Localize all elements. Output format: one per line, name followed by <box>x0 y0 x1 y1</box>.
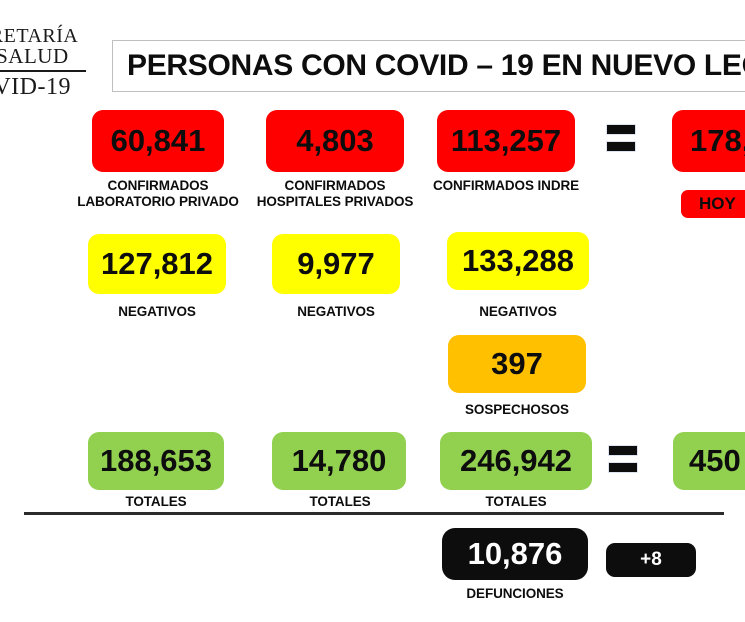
total-indre-value: 246,942 <box>459 443 573 478</box>
confirmed-total-hoy-label: HOY <box>699 194 736 213</box>
confirmed-hospitales-privados-caption-line2: HOSPITALES PRIVADOS <box>256 194 414 210</box>
logo-line-secretaria: SECRETARÍA <box>0 25 79 47</box>
grand-total-value-pill: 450 <box>673 432 745 490</box>
confirmed-total-value-pill: 178, <box>672 110 745 172</box>
negative-indre-value-pill: 133,288 <box>447 232 589 290</box>
suspect-value-pill: 397 <box>448 335 586 393</box>
logo-line-de-salud: DE SALUD <box>0 44 69 69</box>
negative-indre-caption-line1: NEGATIVOS <box>479 304 557 319</box>
total-hospitales-privados-caption-line1: TOTALES <box>309 494 371 509</box>
total-indre-caption-line1: TOTALES <box>485 494 547 509</box>
confirmed-total-hoy-badge: HOY <box>681 190 745 218</box>
suspect-value: 397 <box>491 346 543 381</box>
page-title: PERSONAS CON COVID – 19 EN NUEVO LEÓN <box>127 49 745 82</box>
secretaria-de-salud-logo: SECRETARÍA DE SALUD COVID-19 <box>0 26 90 99</box>
negative-hospitales-privados-caption-line1: NEGATIVOS <box>297 304 375 319</box>
total-lab-privado-value-pill: 188,653 <box>88 432 224 490</box>
deaths-delta-value: +8 <box>640 549 662 570</box>
total-hospitales-privados-value-pill: 14,780 <box>272 432 406 490</box>
negative-lab-privado-value: 127,812 <box>100 246 214 281</box>
confirmed-total-value: 178, <box>690 123 745 158</box>
section-divider <box>24 512 724 515</box>
confirmed-indre-value: 113,257 <box>450 123 562 158</box>
deaths-value-pill: 10,876 <box>442 528 588 580</box>
deaths-delta-badge: +8 <box>606 543 696 577</box>
total-lab-privado-value: 188,653 <box>99 443 213 478</box>
negative-indre-caption: NEGATIVOS <box>422 304 614 320</box>
total-indre-value-pill: 246,942 <box>440 432 592 490</box>
deaths-caption-label: DEFUNCIONES <box>466 586 564 601</box>
deaths-caption: DEFUNCIONES <box>419 586 611 602</box>
total-indre-caption: TOTALES <box>420 494 612 510</box>
confirmed-hospitales-privados-caption: CONFIRMADOS HOSPITALES PRIVADOS <box>239 178 431 211</box>
negative-indre-value: 133,288 <box>461 243 575 278</box>
confirmed-lab-privado-caption: CONFIRMADOS LABORATORIO PRIVADO <box>62 178 254 211</box>
confirmed-lab-privado-caption-line1: CONFIRMADOS <box>107 178 209 193</box>
logo-divider-rule <box>0 69 86 72</box>
confirmed-hospitales-privados-caption-line1: CONFIRMADOS <box>284 178 386 193</box>
confirmed-lab-privado-value: 60,841 <box>110 123 206 158</box>
confirmed-indre-value-pill: 113,257 <box>437 110 575 172</box>
grand-total-value: 450 <box>689 443 741 478</box>
confirmed-indre-caption: CONFIRMADOS INDRE <box>410 178 602 194</box>
equals-icon-totals-row <box>608 445 642 479</box>
deaths-value: 10,876 <box>467 536 563 571</box>
equals-icon-confirmed-row <box>606 124 640 158</box>
total-lab-privado-caption-line1: TOTALES <box>125 494 187 509</box>
confirmed-lab-privado-value-pill: 60,841 <box>92 110 224 172</box>
confirmed-hospitales-privados-value: 4,803 <box>296 123 374 158</box>
total-hospitales-privados-caption: TOTALES <box>244 494 436 510</box>
confirmed-hospitales-privados-value-pill: 4,803 <box>266 110 404 172</box>
negative-lab-privado-caption: NEGATIVOS <box>61 304 253 320</box>
total-hospitales-privados-value: 14,780 <box>291 443 387 478</box>
suspect-caption: SOSPECHOSOS <box>421 402 613 418</box>
suspect-caption-label: SOSPECHOSOS <box>465 402 569 417</box>
negative-hospitales-privados-caption: NEGATIVOS <box>240 304 432 320</box>
negative-lab-privado-value-pill: 127,812 <box>88 234 226 294</box>
negative-lab-privado-caption-line1: NEGATIVOS <box>118 304 196 319</box>
page-title-box: PERSONAS CON COVID – 19 EN NUEVO LEÓN <box>112 40 745 92</box>
negative-hospitales-privados-value-pill: 9,977 <box>272 234 400 294</box>
confirmed-indre-caption-line1: CONFIRMADOS INDRE <box>432 178 580 193</box>
negative-hospitales-privados-value: 9,977 <box>297 246 375 281</box>
confirmed-lab-privado-caption-line2: LABORATORIO PRIVADO <box>77 194 239 210</box>
logo-line-covid-19: COVID-19 <box>0 73 71 100</box>
total-lab-privado-caption: TOTALES <box>60 494 252 510</box>
